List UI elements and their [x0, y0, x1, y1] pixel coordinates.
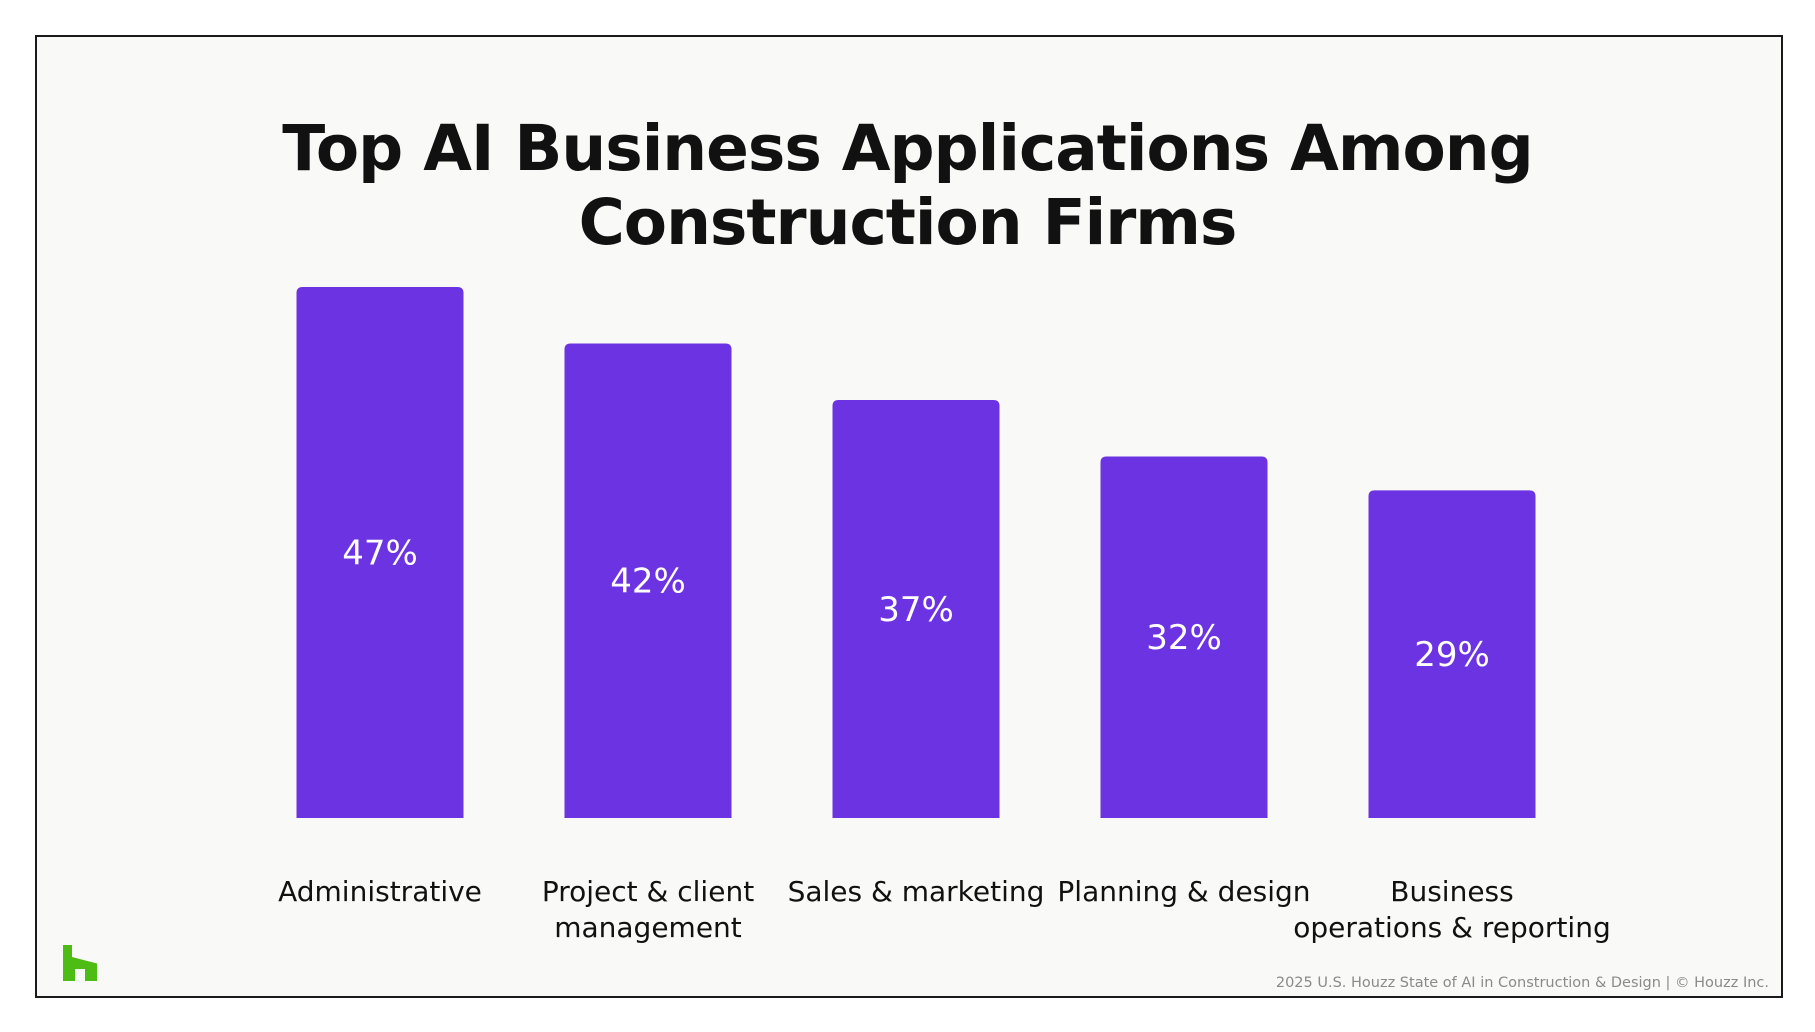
bar-2	[832, 399, 1000, 818]
bar-0	[296, 287, 464, 818]
bar-value-label-0: 47%	[342, 534, 418, 574]
bar-3	[1100, 456, 1268, 818]
category-label-3-line-0: Planning & design	[1057, 875, 1310, 908]
bar-value-label-2: 37%	[878, 590, 954, 630]
bar-value-label-1: 42%	[610, 562, 686, 602]
category-label-1-line-1: management	[554, 911, 742, 944]
bar-value-label-3: 32%	[1146, 618, 1222, 658]
source-footnote: 2025 U.S. Houzz State of AI in Construct…	[1275, 975, 1769, 991]
category-label-4-line-0: Business	[1390, 875, 1513, 908]
bar-1	[564, 343, 732, 818]
chart-title-line-1: Top AI Business Applications Among	[282, 112, 1533, 185]
category-label-2-line-0: Sales & marketing	[788, 875, 1045, 908]
bar-4	[1368, 490, 1536, 818]
chart-title: Top AI Business Applications Among Const…	[0, 112, 1815, 260]
bar-value-label-4: 29%	[1414, 635, 1490, 675]
chart-title-line-2: Construction Firms	[578, 186, 1238, 259]
category-label-1-line-0: Project & client	[542, 875, 754, 908]
category-label-0-line-0: Administrative	[278, 875, 482, 908]
houzz-logo-icon	[63, 945, 97, 981]
category-label-4-line-1: operations & reporting	[1293, 911, 1610, 944]
